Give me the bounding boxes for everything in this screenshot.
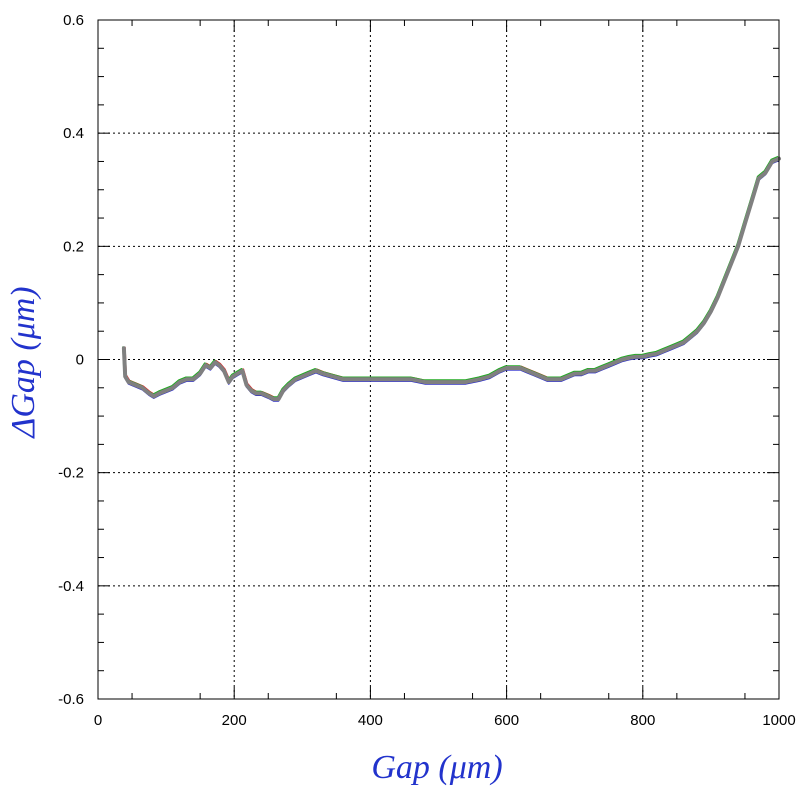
y-tick-label: -0.2 — [58, 465, 84, 482]
plot-frame — [97, 19, 780, 700]
series-line — [121, 156, 781, 402]
y-tick-label: -0.6 — [58, 691, 84, 708]
y-tick-label: -0.4 — [58, 578, 84, 595]
x-tick-label: 0 — [94, 712, 102, 729]
grid-layer — [98, 20, 779, 699]
y-axis-title: ΔGap (μm) — [5, 286, 42, 439]
series-trace-green — [122, 155, 779, 399]
y-tick-label: 0.6 — [63, 12, 84, 29]
x-axis-title: Gap (μm) — [371, 749, 502, 786]
y-tick-label: 0.4 — [63, 125, 84, 142]
y-tick-label: 0 — [76, 352, 84, 369]
y-tick-label: 0.2 — [63, 238, 84, 255]
label-layer: 0 200 400 600 800 1000 -0.6 -0.4 -0.2 0 0.2 0.4 0.6 — [58, 12, 796, 729]
series-trace-red — [123, 156, 781, 399]
series-trace-blue — [122, 159, 780, 402]
x-tick-label: 600 — [494, 712, 519, 729]
x-tick-label: 400 — [358, 712, 383, 729]
x-tick-label: 200 — [222, 712, 247, 729]
x-tick-label: 1000 — [762, 712, 795, 729]
x-tick-label: 800 — [630, 712, 655, 729]
series-layer — [121, 155, 781, 402]
